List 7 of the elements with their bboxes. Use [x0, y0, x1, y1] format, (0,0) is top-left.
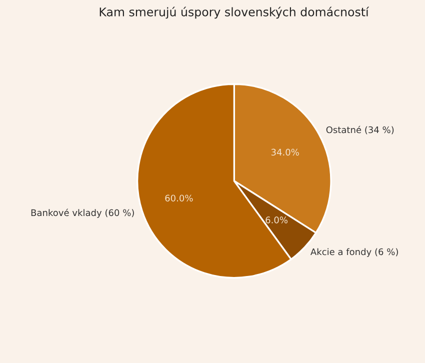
- data-label: 60.0%: [165, 194, 193, 202]
- chart-title: Kam smerujú úspory slovenských domácností: [100, 6, 370, 19]
- data-label: 6.0%: [266, 216, 288, 224]
- slice-label: Ostatné (34 %): [326, 126, 394, 134]
- slice-label: Akcie a fondy (6 %): [310, 248, 398, 257]
- data-label: 34.0%: [271, 148, 299, 156]
- slice-label: Bankové vklady (60 %): [31, 208, 134, 218]
